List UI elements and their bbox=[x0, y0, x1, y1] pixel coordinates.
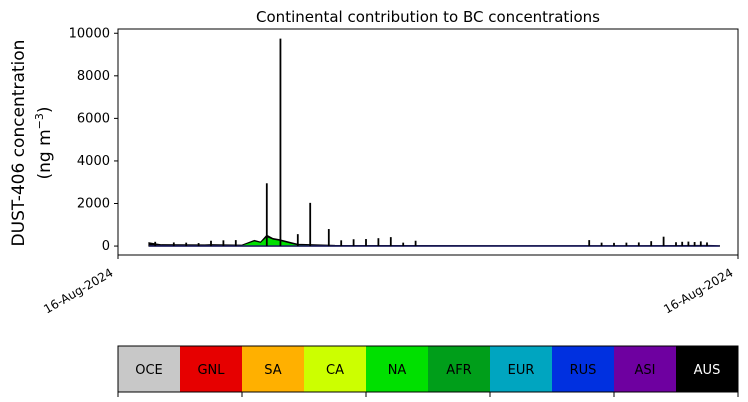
y-axis-unit-close: ) bbox=[35, 106, 55, 113]
colorbar-frame bbox=[117, 345, 739, 393]
y-axis-unit-exponent: −3 bbox=[33, 113, 46, 129]
colorbar: OCE GNL SA CA NA AFR EUR RUS ASI AUS bbox=[117, 345, 739, 397]
colorbar-label: RUS bbox=[570, 363, 597, 378]
colorbar-swatch bbox=[428, 346, 491, 392]
colorbar-swatch bbox=[614, 346, 677, 392]
y-tick-label: 6000 bbox=[77, 111, 110, 126]
y-axis-label: DUST-406 concentration bbox=[9, 40, 29, 247]
colorbar-label: GNL bbox=[197, 363, 225, 378]
plot-area: 0 2000 4000 6000 8000 10000 16-Aug-2024 16-Aug-… bbox=[41, 26, 739, 316]
colorbar-label: AFR bbox=[446, 363, 471, 378]
x-tick-label: 16-Aug-2024 bbox=[661, 265, 735, 316]
colorbar-label: CA bbox=[326, 363, 344, 378]
y-tick-label: 10000 bbox=[69, 26, 110, 41]
series-total-area bbox=[148, 234, 720, 247]
colorbar-swatch bbox=[490, 346, 553, 392]
y-tick-label: 8000 bbox=[77, 69, 110, 84]
colorbar-swatch bbox=[118, 346, 181, 392]
axes-frame bbox=[117, 28, 739, 256]
colorbar-label: EUR bbox=[508, 363, 535, 378]
x-tick-label: 16-Aug-2024 bbox=[41, 265, 115, 316]
colorbar-swatch bbox=[304, 346, 367, 392]
y-axis-unit-label: (ng m−3) bbox=[33, 106, 55, 179]
colorbar-label: ASI bbox=[635, 363, 656, 378]
y-tick-label: 2000 bbox=[77, 197, 110, 212]
colorbar-swatch bbox=[180, 346, 243, 392]
colorbar-swatch bbox=[676, 346, 739, 392]
colorbar-label: NA bbox=[388, 363, 407, 378]
y-axis-unit-text: (ng m bbox=[35, 129, 55, 179]
chart-title: Continental contribution to BC concentra… bbox=[256, 8, 600, 26]
series-na-area bbox=[149, 237, 720, 247]
colorbar-swatch bbox=[366, 346, 429, 392]
y-tick-label: 0 bbox=[102, 239, 110, 254]
y-tick-label: 4000 bbox=[77, 154, 110, 169]
colorbar-label: AUS bbox=[694, 363, 721, 378]
colorbar-label: OCE bbox=[135, 363, 163, 378]
colorbar-swatch bbox=[242, 346, 305, 392]
colorbar-label: SA bbox=[264, 363, 281, 378]
colorbar-swatch bbox=[552, 346, 615, 392]
